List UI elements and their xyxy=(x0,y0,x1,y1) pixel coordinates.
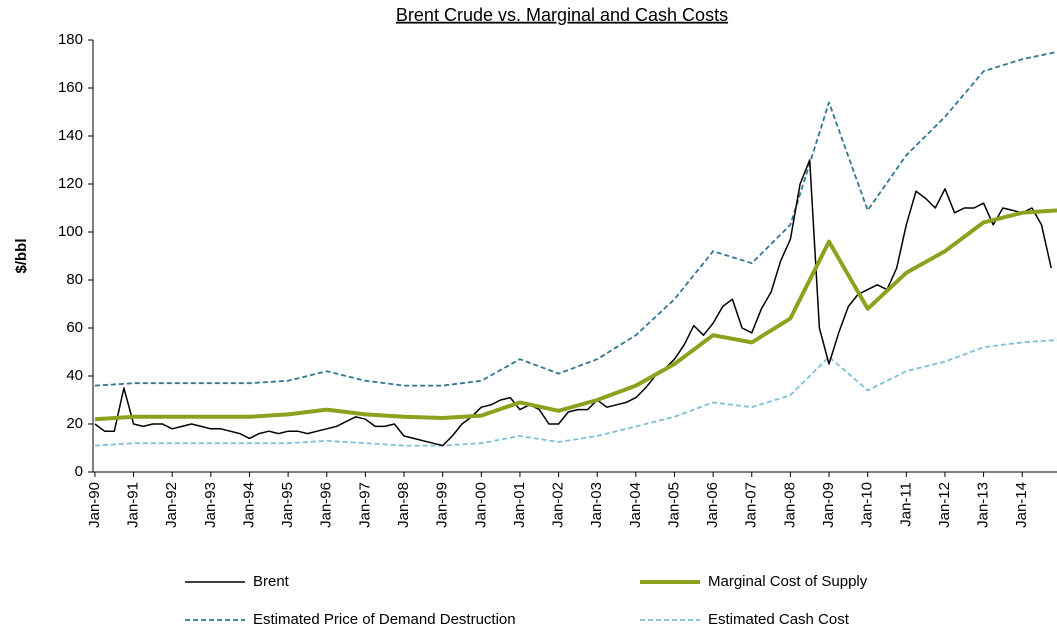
x-tick-label: Jan-11 xyxy=(897,482,914,527)
x-tick-label: Jan-97 xyxy=(356,482,373,528)
x-tick-label: Jan-92 xyxy=(163,482,180,528)
x-tick-label: Jan-10 xyxy=(859,482,876,528)
chart-title: Brent Crude vs. Marginal and Cash Costs xyxy=(396,5,728,25)
series-line xyxy=(94,339,1057,447)
legend-label: Brent xyxy=(253,573,290,590)
x-tick-label: Jan-04 xyxy=(627,482,644,528)
y-tick-label: 0 xyxy=(75,463,83,480)
legend-label: Marginal Cost of Supply xyxy=(708,573,868,590)
y-tick-label: 40 xyxy=(66,367,83,384)
x-tick-label: Jan-95 xyxy=(279,482,296,528)
x-tick-label: Jan-05 xyxy=(665,482,682,528)
legend-label: Estimated Cash Cost xyxy=(708,611,850,628)
x-tick-label: Jan-08 xyxy=(781,482,798,528)
y-tick-label: 60 xyxy=(66,319,83,336)
x-tick-label: Jan-90 xyxy=(86,482,103,528)
y-tick-label: 100 xyxy=(58,223,83,240)
x-tick-label: Jan-14 xyxy=(1013,482,1030,528)
x-tick-label: Jan-07 xyxy=(743,482,760,528)
x-tick-label: Jan-01 xyxy=(511,482,528,528)
y-tick-label: 80 xyxy=(66,271,83,288)
legend-label: Estimated Price of Demand Destruction xyxy=(253,611,516,628)
x-tick-label: Jan-91 xyxy=(125,482,142,528)
x-tick-label: Jan-06 xyxy=(704,482,721,528)
x-tick-label: Jan-12 xyxy=(936,482,953,528)
x-tick-label: Jan-94 xyxy=(240,482,257,528)
x-tick-label: Jan-09 xyxy=(820,482,837,528)
x-tick-label: Jan-99 xyxy=(434,482,451,528)
x-tick-label: Jan-98 xyxy=(395,482,412,528)
y-tick-label: 20 xyxy=(66,415,83,432)
x-tick-label: Jan-13 xyxy=(975,482,992,528)
series-line xyxy=(94,159,1052,447)
y-tick-label: 120 xyxy=(58,175,83,192)
y-tick-label: 160 xyxy=(58,79,83,96)
series-line xyxy=(94,51,1057,387)
y-tick-label: 140 xyxy=(58,127,83,144)
y-axis-label: $/bbl xyxy=(13,238,30,273)
x-tick-label: Jan-03 xyxy=(588,482,605,528)
series-line xyxy=(94,208,1057,422)
y-tick-label: 180 xyxy=(58,31,83,48)
x-tick-label: Jan-93 xyxy=(202,482,219,528)
x-tick-label: Jan-02 xyxy=(550,482,567,528)
x-tick-label: Jan-00 xyxy=(472,482,489,528)
x-tick-label: Jan-96 xyxy=(318,482,335,528)
